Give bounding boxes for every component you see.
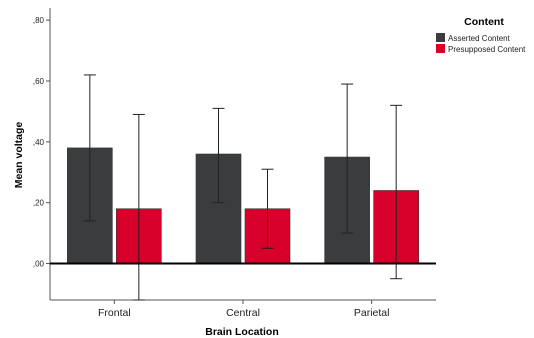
legend-label-asserted: Asserted Content (448, 34, 511, 43)
y-tick-label: ,40 (33, 138, 45, 147)
y-tick-group: ,00 ,20 ,40 ,60 ,80 (33, 16, 50, 269)
legend-swatch-asserted (436, 33, 445, 42)
y-tick-label: ,80 (33, 16, 45, 25)
error-bars-group (83, 74, 403, 301)
legend-label-presupposed: Presupposed Content (448, 45, 526, 54)
x-axis: Frontal Central Parietal (50, 299, 436, 319)
bars-group (67, 147, 419, 264)
y-axis-title: Mean voltage (13, 122, 25, 189)
legend-title: Content (464, 16, 504, 28)
y-tick-label: ,60 (33, 77, 45, 86)
legend: Content Asserted Content Presupposed Con… (436, 16, 526, 54)
legend-swatch-presupposed (436, 44, 445, 53)
x-tick-label: Frontal (98, 307, 131, 319)
x-axis-title: Brain Location (205, 326, 279, 338)
y-tick-label: ,20 (33, 199, 45, 208)
x-tick-group: Frontal Central Parietal (98, 300, 389, 319)
y-axis: ,00 ,20 ,40 ,60 ,80 (33, 8, 51, 300)
y-tick-label: ,00 (33, 260, 45, 269)
x-tick-label: Parietal (354, 307, 390, 319)
x-tick-label: Central (226, 307, 260, 319)
